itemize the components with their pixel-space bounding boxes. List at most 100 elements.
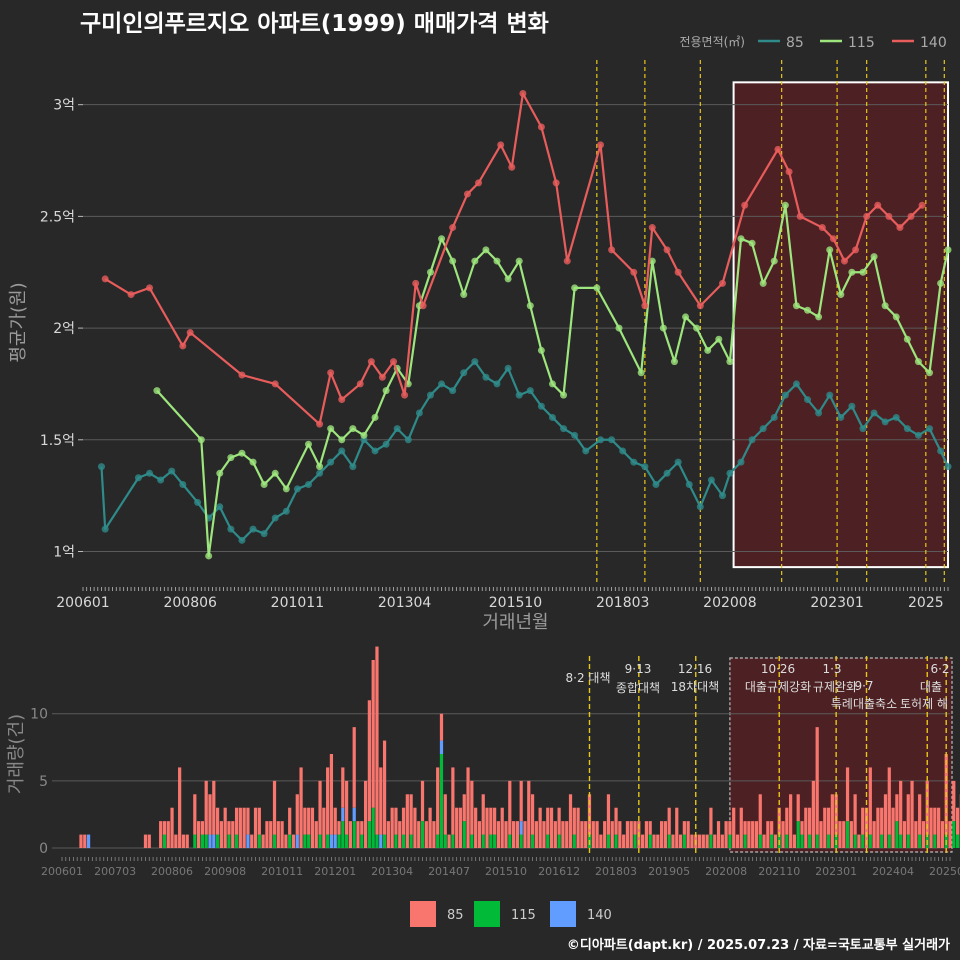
data-point-115 <box>903 335 911 343</box>
data-point-85 <box>537 402 545 410</box>
bar-115 <box>614 834 618 848</box>
data-point-140 <box>338 396 346 404</box>
bar-115 <box>887 834 891 848</box>
data-point-115 <box>826 246 834 254</box>
data-point-140 <box>774 145 782 153</box>
data-point-85 <box>338 447 346 455</box>
bar-85 <box>246 807 250 835</box>
bar-x-tick-label: 202110 <box>758 865 800 878</box>
bar-85 <box>580 821 584 848</box>
credit-text: ©디아파트(dapt.kr) / 2025.07.23 / 자료=국토교통부 실… <box>566 938 950 953</box>
bar-115 <box>439 754 444 848</box>
data-point-115 <box>682 313 690 321</box>
data-point-140 <box>852 246 860 254</box>
x-tick-label: 201304 <box>378 595 432 611</box>
bar-115 <box>401 834 406 848</box>
bar-85 <box>842 821 846 848</box>
bar-legend-swatch-85 <box>410 901 436 927</box>
data-point-140 <box>186 329 194 337</box>
series-line-85 <box>100 360 949 542</box>
bar-85 <box>386 821 390 848</box>
data-point-140 <box>563 257 571 265</box>
bar-85 <box>417 821 421 848</box>
bar-85 <box>876 807 880 848</box>
data-point-115 <box>737 235 745 243</box>
bar-85 <box>773 834 778 848</box>
bar-85 <box>743 821 747 835</box>
x-tick-label: 200806 <box>163 595 217 611</box>
bar-85 <box>485 807 489 848</box>
bar-115 <box>360 834 364 848</box>
data-point-140 <box>238 371 246 379</box>
bar-85 <box>785 807 789 835</box>
data-point-115 <box>438 235 446 243</box>
bar-legend-swatch-140 <box>550 901 576 927</box>
data-point-140 <box>818 224 826 232</box>
bar-115 <box>215 834 220 848</box>
bar-85 <box>375 646 379 835</box>
bar-85 <box>333 807 337 835</box>
data-point-85 <box>504 364 512 372</box>
bar-85 <box>231 821 235 848</box>
data-point-85 <box>696 503 704 511</box>
bar-115 <box>345 834 349 848</box>
data-point-115 <box>715 335 723 343</box>
data-point-115 <box>360 431 368 439</box>
bar-85 <box>739 807 743 848</box>
x-tick-label: 201803 <box>596 595 649 611</box>
legend-label-140: 140 <box>920 35 947 51</box>
bar-x-tick-label: 201201 <box>314 865 356 878</box>
bar-85 <box>303 807 307 835</box>
bar-85 <box>770 821 774 835</box>
data-point-140 <box>896 224 904 232</box>
data-point-85 <box>227 525 235 533</box>
data-point-115 <box>571 284 579 292</box>
bar-85 <box>754 821 759 848</box>
x-tick-label: 201510 <box>489 595 542 611</box>
bar-85 <box>500 807 504 848</box>
data-point-85 <box>804 396 812 404</box>
data-point-115 <box>471 257 479 265</box>
data-point-85 <box>859 425 867 433</box>
bar-85 <box>432 821 436 848</box>
bar-85 <box>542 821 546 848</box>
policy-annotation-detail: 특례대출축소 <box>831 697 897 711</box>
bar-85 <box>326 767 330 835</box>
data-point-140 <box>367 358 375 366</box>
bar-85 <box>413 807 417 848</box>
bar-85 <box>265 821 269 848</box>
bar-140 <box>295 834 299 848</box>
bar-85 <box>910 780 914 848</box>
data-point-140 <box>356 380 364 388</box>
data-point-115 <box>615 324 623 332</box>
bar-85 <box>807 807 812 835</box>
data-point-115 <box>770 257 778 265</box>
bar-85 <box>253 807 258 848</box>
data-point-85 <box>460 369 468 377</box>
x-tick-label: 202008 <box>703 595 756 611</box>
bar-85 <box>659 821 664 848</box>
data-point-140 <box>390 358 398 366</box>
data-point-140 <box>146 284 154 292</box>
data-point-115 <box>648 257 656 265</box>
bar-85 <box>504 821 508 848</box>
bar-115 <box>519 834 523 848</box>
data-point-115 <box>892 313 900 321</box>
data-point-115 <box>227 454 235 462</box>
data-point-140 <box>918 201 926 209</box>
bar-x-tick-label: 200908 <box>204 865 246 878</box>
bar-85 <box>242 807 246 848</box>
data-point-85 <box>903 425 911 433</box>
bar-x-tick-label: 200806 <box>151 865 193 878</box>
policy-annotation-detail: 대출규제강화 <box>745 680 811 694</box>
bar-85 <box>337 821 341 835</box>
data-point-85 <box>815 409 823 417</box>
bar-85 <box>766 821 770 848</box>
bar-85 <box>530 794 535 835</box>
bar-85 <box>489 807 493 835</box>
bar-115 <box>318 834 322 848</box>
bar-y-tick-label: 5 <box>39 774 48 790</box>
policy-annotation-label: 8·2 대책 <box>566 670 611 685</box>
bar-85 <box>257 807 261 835</box>
bar-115 <box>709 834 713 848</box>
